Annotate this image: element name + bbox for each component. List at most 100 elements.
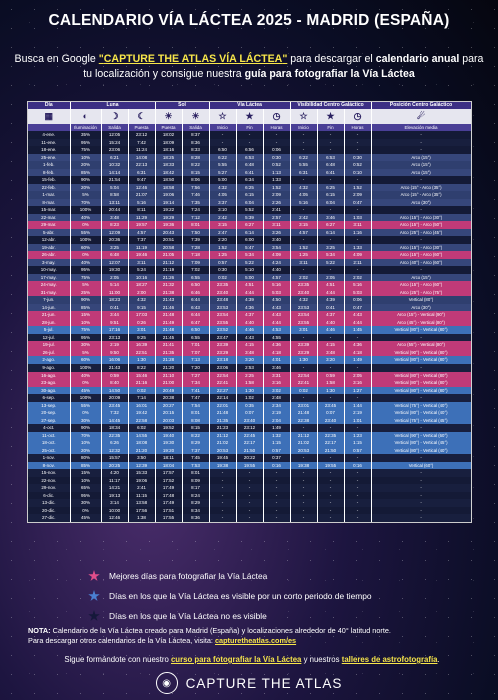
table-cell: 6:47 <box>182 318 210 327</box>
table-row: 15-nov. 15% 4:20 15:33 17:57 8:01- - - - - - - <box>28 469 472 477</box>
table-cell: 25-oct. <box>28 446 71 455</box>
table-cell: 10% <box>70 476 102 485</box>
website-link[interactable]: capturetheatlas.com/es <box>214 636 297 646</box>
table-cell: 85% <box>70 461 102 470</box>
table-cell: 0:37 <box>263 454 291 462</box>
table-cell: 0:57 <box>263 446 291 455</box>
table-cell: - <box>290 146 318 154</box>
table-cell: - <box>290 499 318 507</box>
table-cell: 20:36 <box>101 236 129 244</box>
table-cell: 20% <box>70 183 102 192</box>
table-cell: Vertical (80°) - Vertical (40°) <box>371 446 472 455</box>
table-cell: 2:05 <box>317 273 345 282</box>
table-cell: 8:22 <box>128 363 156 372</box>
table-cell: Vertical (90°) - Vertical (80°) <box>371 348 472 357</box>
column-label: Iluminación <box>70 124 102 131</box>
table-cell: 3:11 <box>290 258 318 267</box>
table-cell: 7:46 <box>182 191 210 199</box>
table-cell: 23-ago. <box>28 379 71 387</box>
table-row: 30-ago. 45% 14:50 0:02 20:49 7:41 22:27 1:30 3:0… <box>28 386 472 395</box>
table-body: 4-ene. 35% 12:05 23:12 18:02 8:37- - - - - - -11-en… <box>28 131 472 522</box>
search-link[interactable]: CAPTURE THE ATLAS VÍA LÁCTEA <box>103 53 283 65</box>
table-cell: 2:48 <box>263 394 291 402</box>
table-cell: 6:48 <box>236 161 264 169</box>
table-cell: 3:20 <box>236 356 264 364</box>
table-cell: - <box>317 499 345 507</box>
table-cell: 7-jun. <box>28 296 71 304</box>
column-label: Salida <box>101 124 129 131</box>
table-cell: Vertical (80°) - Vertical (80°) <box>371 386 472 395</box>
table-cell: 7:45 <box>182 454 210 462</box>
table-row: 5-abr. 55% 12:09 4:57 20:43 7:50 2:47 6:14 3:26 4… <box>28 228 472 237</box>
group-day: Día <box>28 102 71 109</box>
table-cell: 8:28 <box>182 153 210 162</box>
table-cell: 95% <box>70 333 102 342</box>
table-cell: 2:09 <box>263 191 291 199</box>
table-cell: 5-abr. <box>28 228 71 237</box>
table-cell: 21:02 <box>290 439 318 447</box>
table-cell: Vertical (75°) - Vertical (45°) <box>371 416 472 425</box>
follow-text-1: Sigue formándote con nuestro <box>64 655 171 664</box>
table-cell: 60% <box>70 356 102 364</box>
moonrise-icon: ☽ <box>101 109 129 124</box>
table-cell: 23:35 <box>290 281 318 289</box>
table-cell: 23:18 <box>209 356 237 364</box>
table-cell: 45% <box>70 514 102 522</box>
milky-way-end-icon: ★ <box>236 109 264 124</box>
table-cell: 6:44 <box>182 311 210 319</box>
brand-name: CAPTURE THE ATLAS <box>185 675 343 691</box>
table-cell: 3:50 <box>128 454 156 462</box>
table-cell: 23:55 <box>290 318 318 327</box>
table-cell: - <box>263 131 291 139</box>
workshops-link[interactable]: talleres de astrofotografía <box>341 655 438 664</box>
table-cell: - <box>317 236 345 244</box>
table-row: 18-ene. 75% 23:06 11:24 18:16 8:33 6:50 6:56 0:0… <box>28 146 472 154</box>
table-cell: 12:09 <box>101 228 129 237</box>
table-cell: 3-may. <box>28 258 71 267</box>
table-cell: 21-jun. <box>28 311 71 319</box>
table-cell: 20:49 <box>155 386 183 395</box>
legend-label-best: Mejores días para fotografiar la Vía Lác… <box>109 571 268 581</box>
table-cell: 15:33 <box>128 469 156 477</box>
table-cell: - <box>209 491 237 500</box>
table-cell: 1:38 <box>128 514 156 522</box>
table-cell: 15-feb. <box>28 176 71 184</box>
milky-way-calendar-table: Día Luna Sol Vía Láctea Visibilidad Cent… <box>28 102 472 522</box>
table-cell: 6:21 <box>101 153 129 162</box>
table-cell: 4:15 <box>317 341 345 349</box>
table-cell: 20:22 <box>236 454 264 462</box>
table-cell: Arco (15°) <box>371 273 472 282</box>
table-cell: - <box>371 236 472 244</box>
table-cell: 19:57 <box>128 221 156 229</box>
table-cell: 19-jul. <box>28 341 71 349</box>
table-cell: 6:15 <box>317 191 345 199</box>
table-cell: 23:12 <box>236 424 264 432</box>
table-cell: 10-may. <box>28 266 71 274</box>
table-cell: Arco (15°) - Vertical (90°) <box>371 311 472 319</box>
table-cell: 21:12 <box>209 431 237 440</box>
table-cell: 18-oct. <box>28 439 71 447</box>
table-cell: 0:26 <box>128 318 156 327</box>
table-cell: 6:55 <box>182 273 210 282</box>
table-cell: 4:15 <box>236 341 264 349</box>
table-cell: 19:55 <box>317 461 345 470</box>
column-label: Puesta <box>128 124 156 131</box>
table-cell: 5:27 <box>209 168 237 177</box>
table-cell: 5:34 <box>236 251 264 259</box>
table-cell: 7:12 <box>182 213 210 222</box>
table-cell: - <box>344 476 372 485</box>
table-cell: 7:13 <box>182 356 210 364</box>
blue-star-icon <box>88 590 100 601</box>
table-row: 13-dic. 30% 3:14 13:58 17:49 8:29- - - - - - - <box>28 499 472 507</box>
table-cell: 95% <box>70 491 102 500</box>
table-cell: 23:53 <box>209 303 237 312</box>
course-link[interactable]: curso para fotografiar la Vía Láctea <box>170 655 302 664</box>
table-cell: 4:36 <box>263 341 291 349</box>
table-cell: 4:44 <box>344 318 372 327</box>
table-cell: 11-ene. <box>28 138 71 147</box>
table-cell: - <box>371 138 472 147</box>
table-cell: 2:04 <box>263 416 291 425</box>
table-cell: 10:00 <box>101 506 129 515</box>
table-cell: 12:39 <box>128 461 156 470</box>
table-cell: 6:22 <box>209 153 237 162</box>
